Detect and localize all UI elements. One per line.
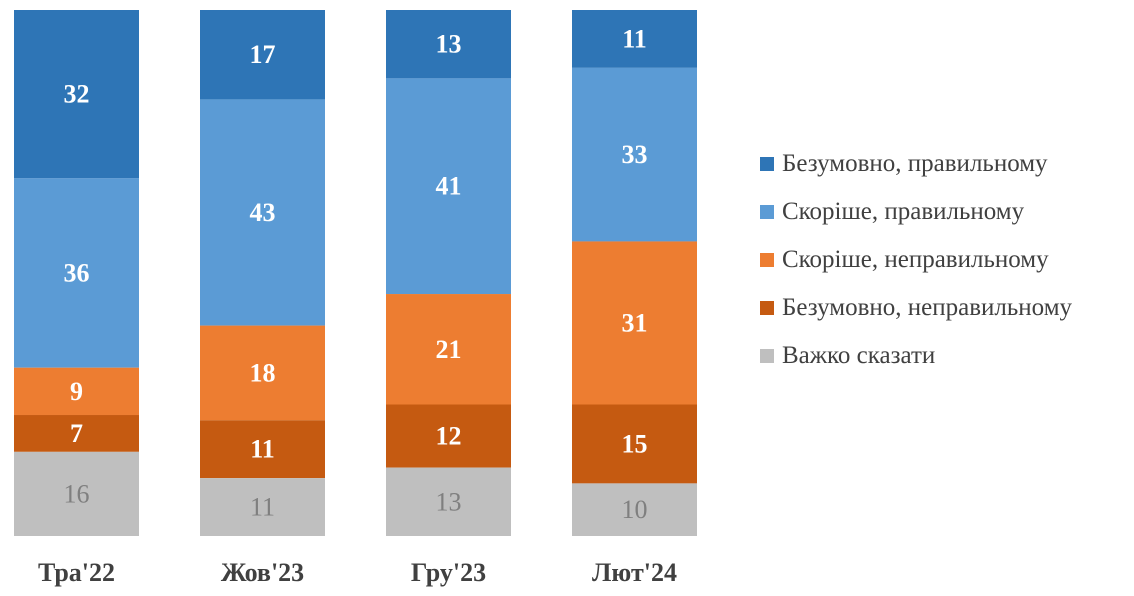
data-label-3-3: 15 — [622, 429, 648, 458]
bar-segment-2-2 — [386, 294, 511, 405]
bar-segment-2-4 — [386, 467, 511, 536]
category-labels-layer: Тра'22 Жов'23 Гру'23 Лют'24 — [38, 558, 677, 587]
bar-segment-0-2 — [14, 367, 139, 416]
legend-label-2: Скоріше, неправильному — [782, 246, 1049, 273]
data-label-0-1: 36 — [64, 259, 90, 288]
legend-label-3: Безумовно, неправильному — [782, 294, 1073, 321]
bar-segment-1-3 — [200, 420, 325, 479]
legend-swatch-3 — [760, 301, 774, 315]
legend-label-4: Важко сказати — [782, 342, 936, 369]
data-label-2-4: 13 — [436, 487, 462, 516]
bar-segment-3-3 — [572, 404, 697, 484]
data-label-3-1: 33 — [622, 140, 648, 169]
data-label-2-0: 13 — [436, 30, 462, 59]
bar-segment-0-3 — [14, 415, 139, 452]
bar-segment-3-1 — [572, 67, 697, 242]
data-label-1-3: 11 — [250, 435, 275, 464]
category-label-3: Лют'24 — [592, 558, 677, 587]
bar-segment-0-4 — [14, 451, 139, 536]
bar-segment-3-0 — [572, 10, 697, 68]
data-label-1-1: 43 — [250, 198, 276, 227]
data-label-3-4: 10 — [622, 495, 648, 524]
bar-segment-2-1 — [386, 78, 511, 295]
legend-swatch-2 — [760, 253, 774, 267]
legend-label-0: Безумовно, правильному — [782, 150, 1048, 177]
bar-segment-1-1 — [200, 99, 325, 326]
bar-segment-1-0 — [200, 10, 325, 100]
bar-segment-0-1 — [14, 178, 139, 368]
category-label-0: Тра'22 — [38, 558, 115, 587]
legend-swatch-1 — [760, 205, 774, 219]
legend-swatch-0 — [760, 157, 774, 171]
data-label-2-2: 21 — [436, 335, 462, 364]
data-label-0-4: 16 — [64, 479, 90, 508]
legend-item-4: Важко сказати — [760, 332, 1130, 380]
category-label-2: Гру'23 — [411, 558, 486, 587]
bar-segment-1-4 — [200, 478, 325, 536]
bar-segment-3-2 — [572, 241, 697, 405]
data-label-0-0: 32 — [64, 80, 90, 109]
data-label-3-0: 11 — [622, 24, 647, 53]
bar-segment-3-4 — [572, 483, 697, 536]
data-label-2-1: 41 — [436, 172, 462, 201]
legend-item-0: Безумовно, правильному — [760, 140, 1130, 188]
data-label-2-3: 12 — [436, 422, 462, 451]
bar-segment-2-0 — [386, 10, 511, 79]
legend-item-2: Скоріше, неправильному — [760, 236, 1130, 284]
bar-segment-1-2 — [200, 325, 325, 421]
data-label-0-2: 9 — [70, 377, 83, 406]
legend-swatch-4 — [760, 349, 774, 363]
bars-layer — [14, 10, 697, 536]
segment-labels-layer: 32 36 9 7 16 17 43 18 11 11 13 41 21 12 13 11 33 31 15 10 — [64, 24, 648, 524]
legend-label-1: Скоріше, правильному — [782, 198, 1025, 225]
bar-segment-2-3 — [386, 404, 511, 468]
legend-item-1: Скоріше, правильному — [760, 188, 1130, 236]
data-label-3-2: 31 — [622, 308, 648, 337]
data-label-1-4: 11 — [250, 493, 275, 522]
legend: Безумовно, правильному Скоріше, правильно… — [760, 140, 1130, 380]
data-label-1-0: 17 — [250, 40, 276, 69]
bar-segment-0-0 — [14, 10, 139, 179]
legend-item-3: Безумовно, неправильному — [760, 284, 1130, 332]
data-label-1-2: 18 — [250, 358, 276, 387]
category-label-1: Жов'23 — [221, 558, 304, 587]
data-label-0-3: 7 — [70, 419, 83, 448]
